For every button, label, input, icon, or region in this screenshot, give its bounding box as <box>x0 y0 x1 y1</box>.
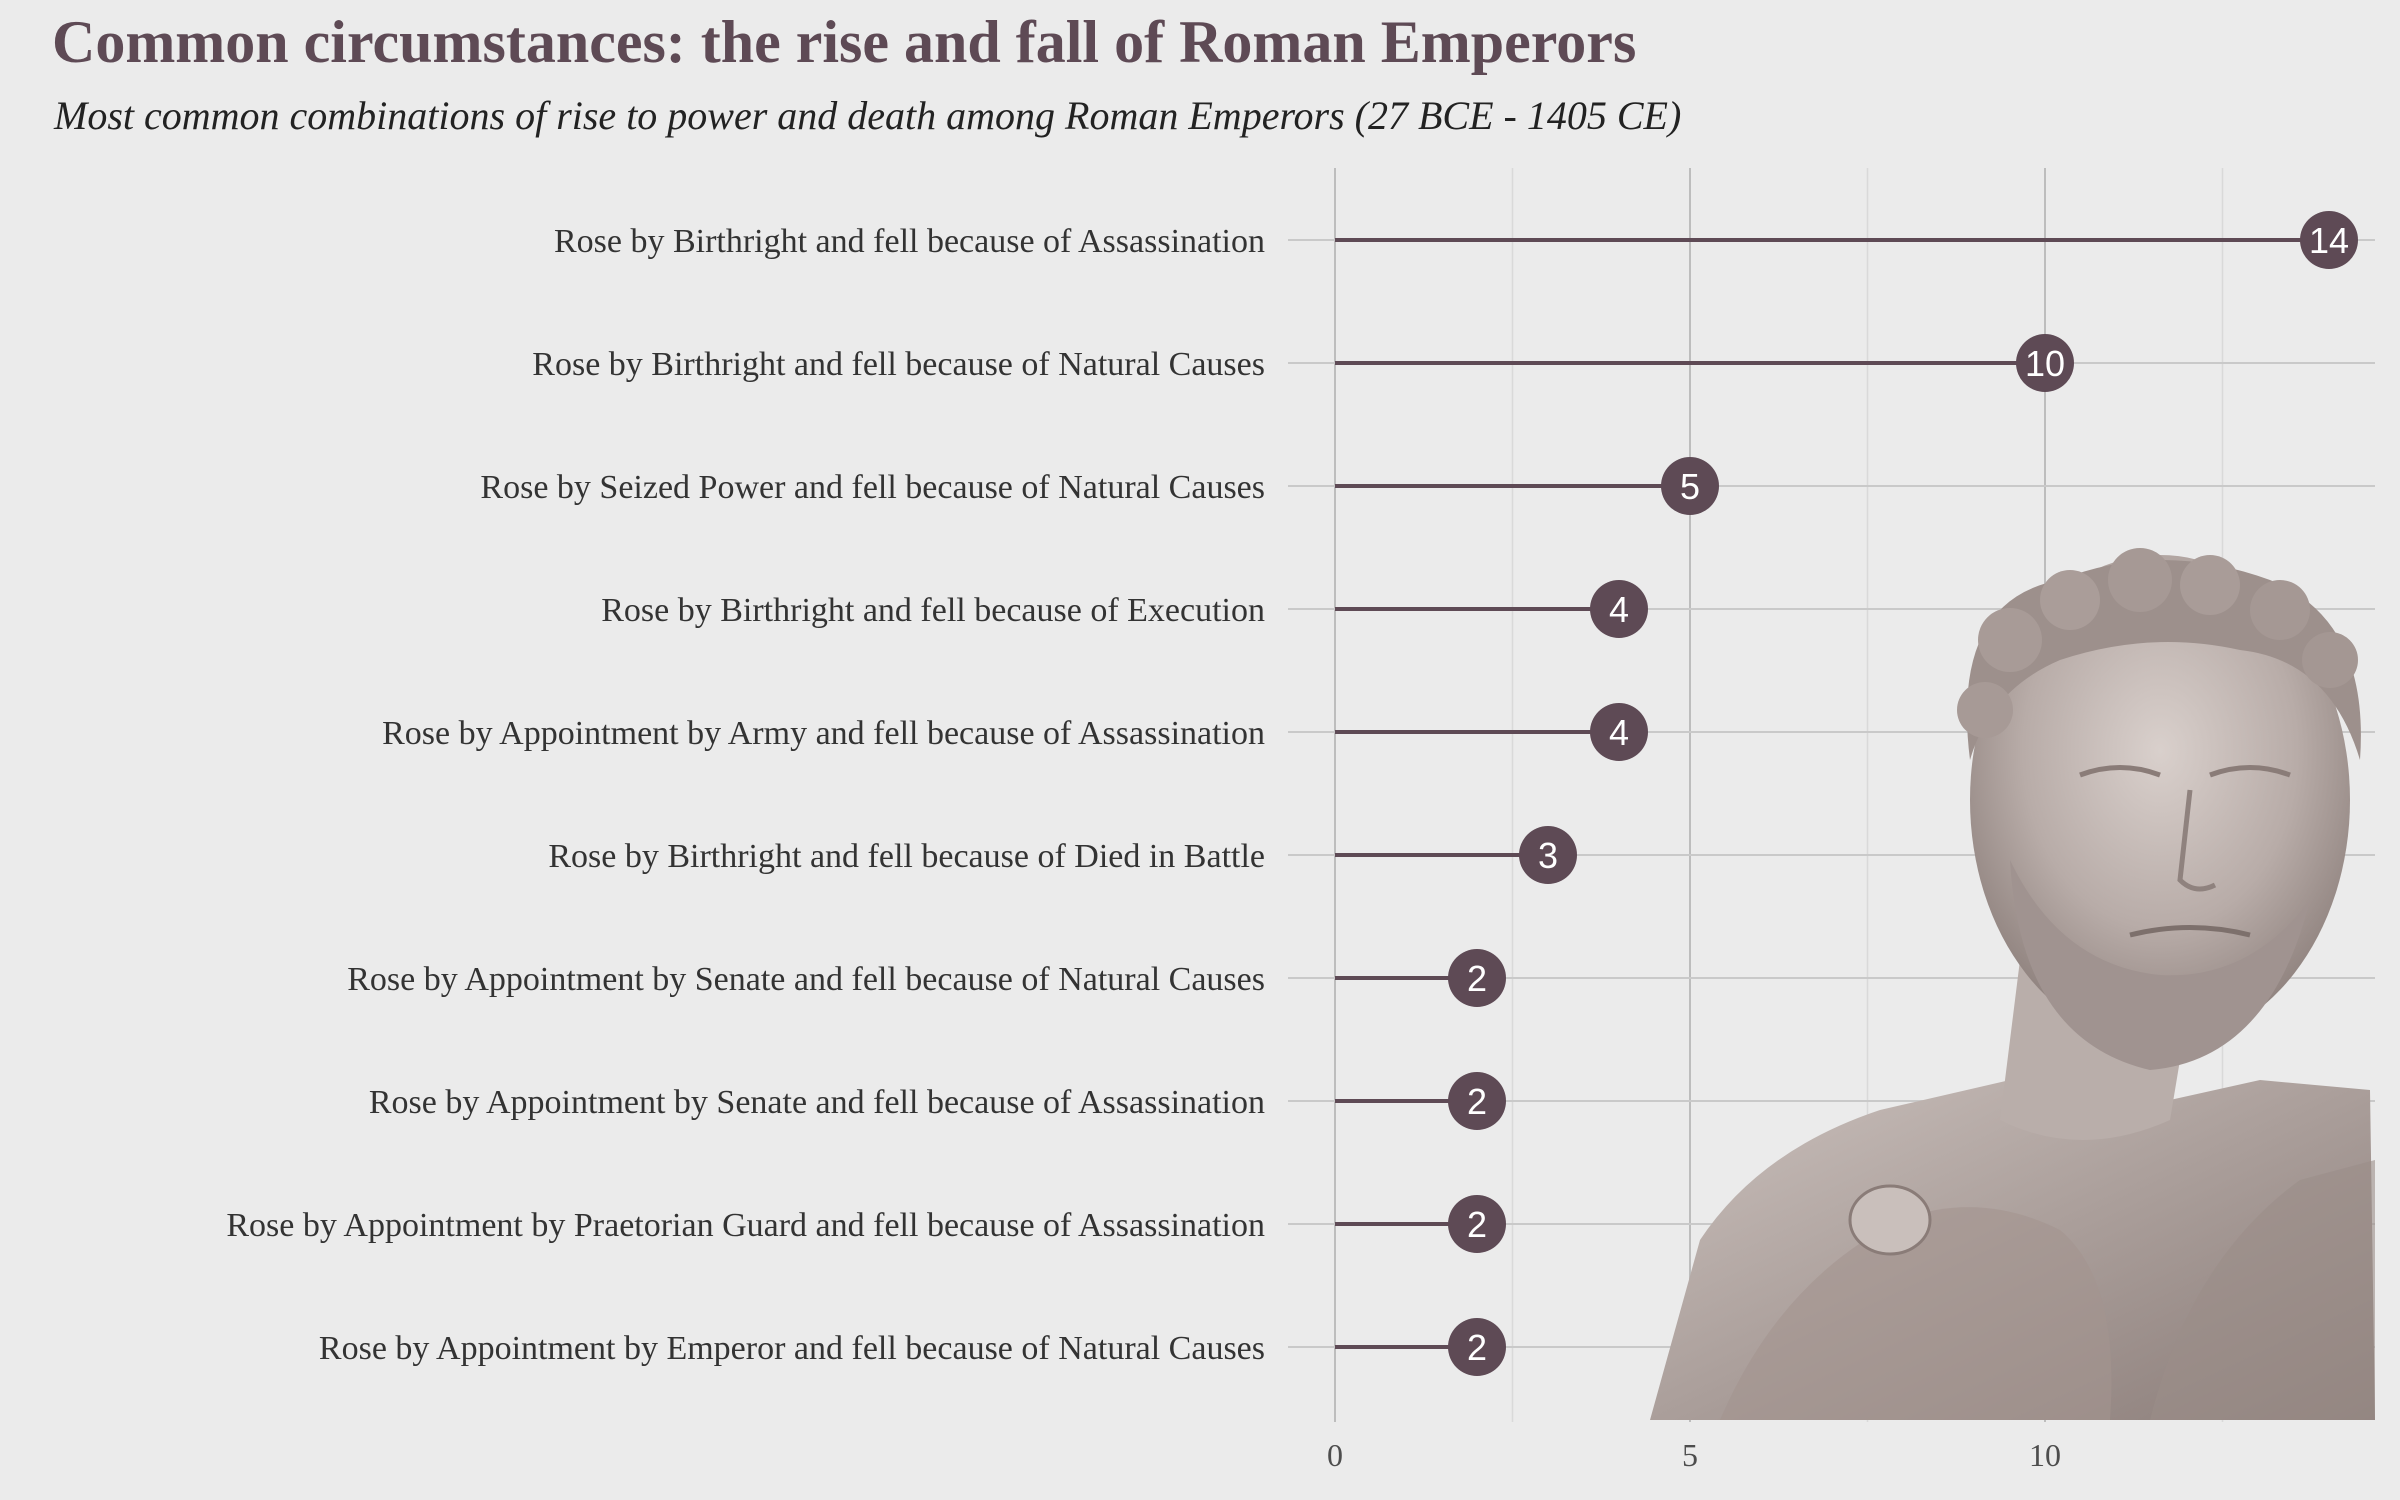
category-label: Rose by Appointment by Emperor and fell … <box>319 1330 1265 1367</box>
lollipop-dot <box>1448 949 1506 1007</box>
lollipop-dot <box>2300 211 2358 269</box>
chart-subtitle: Most common combinations of rise to powe… <box>54 93 1682 138</box>
lollipop-dot <box>2016 334 2074 392</box>
category-label: Rose by Birthright and fell because of A… <box>554 223 1265 260</box>
value-label: 5 <box>1680 466 1700 507</box>
lollipop-dot <box>1448 1318 1506 1376</box>
lollipop-dot <box>1448 1195 1506 1253</box>
chart-marks: 0 5 10 Rose by Birthright and fell because … <box>226 211 2358 1473</box>
category-label: Rose by Birthright and fell because of D… <box>548 838 1265 875</box>
value-label: 2 <box>1467 1081 1487 1122</box>
value-label: 2 <box>1467 958 1487 999</box>
x-tick-label: 10 <box>2029 1437 2061 1473</box>
value-label: 4 <box>1609 589 1629 630</box>
value-label: 2 <box>1467 1204 1487 1245</box>
lollipop-dot <box>1661 457 1719 515</box>
category-label: Rose by Birthright and fell because of E… <box>601 592 1265 629</box>
lollipop-dot <box>1590 580 1648 638</box>
value-label: 10 <box>2025 343 2065 384</box>
lollipop-dot <box>1590 703 1648 761</box>
category-label: Rose by Seized Power and fell because of… <box>480 469 1265 506</box>
x-tick-label: 5 <box>1682 1437 1698 1473</box>
category-label: Rose by Appointment by Army and fell bec… <box>382 715 1265 752</box>
category-label: Rose by Appointment by Senate and fell b… <box>347 961 1265 998</box>
emperor-bust-image <box>1650 548 2375 1420</box>
lollipop-dot <box>1448 1072 1506 1130</box>
value-label: 14 <box>2309 220 2349 261</box>
category-label: Rose by Appointment by Praetorian Guard … <box>226 1207 1265 1244</box>
value-label: 4 <box>1609 712 1629 753</box>
lollipop-dot <box>1519 826 1577 884</box>
chart-title: Common circumstances: the rise and fall … <box>52 9 1637 75</box>
category-label: Rose by Birthright and fell because of N… <box>532 346 1265 383</box>
value-label: 2 <box>1467 1327 1487 1368</box>
value-label: 3 <box>1538 835 1558 876</box>
category-label: Rose by Appointment by Senate and fell b… <box>369 1084 1265 1121</box>
x-tick-label: 0 <box>1327 1437 1343 1473</box>
